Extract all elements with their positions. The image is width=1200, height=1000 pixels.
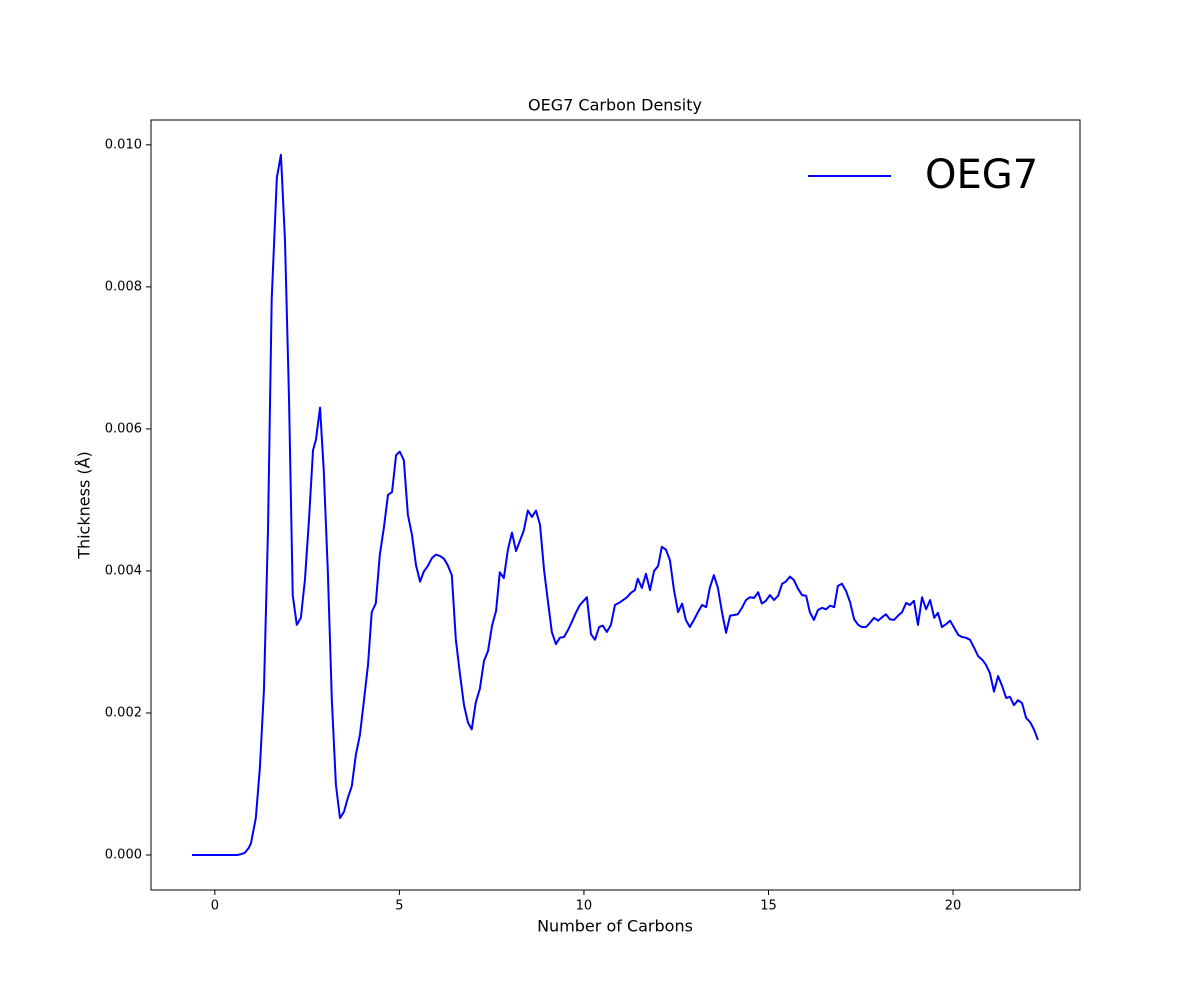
y-tick-label: 0.010	[105, 137, 142, 152]
x-tick-label: 0	[211, 899, 219, 914]
y-tick-label: 0.002	[105, 705, 142, 720]
x-tick-label: 15	[760, 899, 777, 914]
x-tick-label: 20	[945, 899, 962, 914]
x-tick-label: 10	[576, 899, 593, 914]
y-tick-label: 0.000	[105, 847, 142, 862]
chart-title: OEG7 Carbon Density	[528, 96, 702, 115]
legend-label: OEG7	[925, 152, 1038, 198]
y-tick-label: 0.004	[105, 563, 142, 578]
y-tick-label: 0.008	[105, 279, 142, 294]
data-line	[191, 153, 1039, 856]
plot-frame	[150, 119, 1081, 891]
y-tick-label: 0.006	[105, 421, 142, 436]
x-tick-label: 5	[395, 899, 403, 914]
x-axis-label: Number of Carbons	[537, 917, 693, 936]
y-axis-label: Thickness (Å)	[75, 451, 94, 560]
